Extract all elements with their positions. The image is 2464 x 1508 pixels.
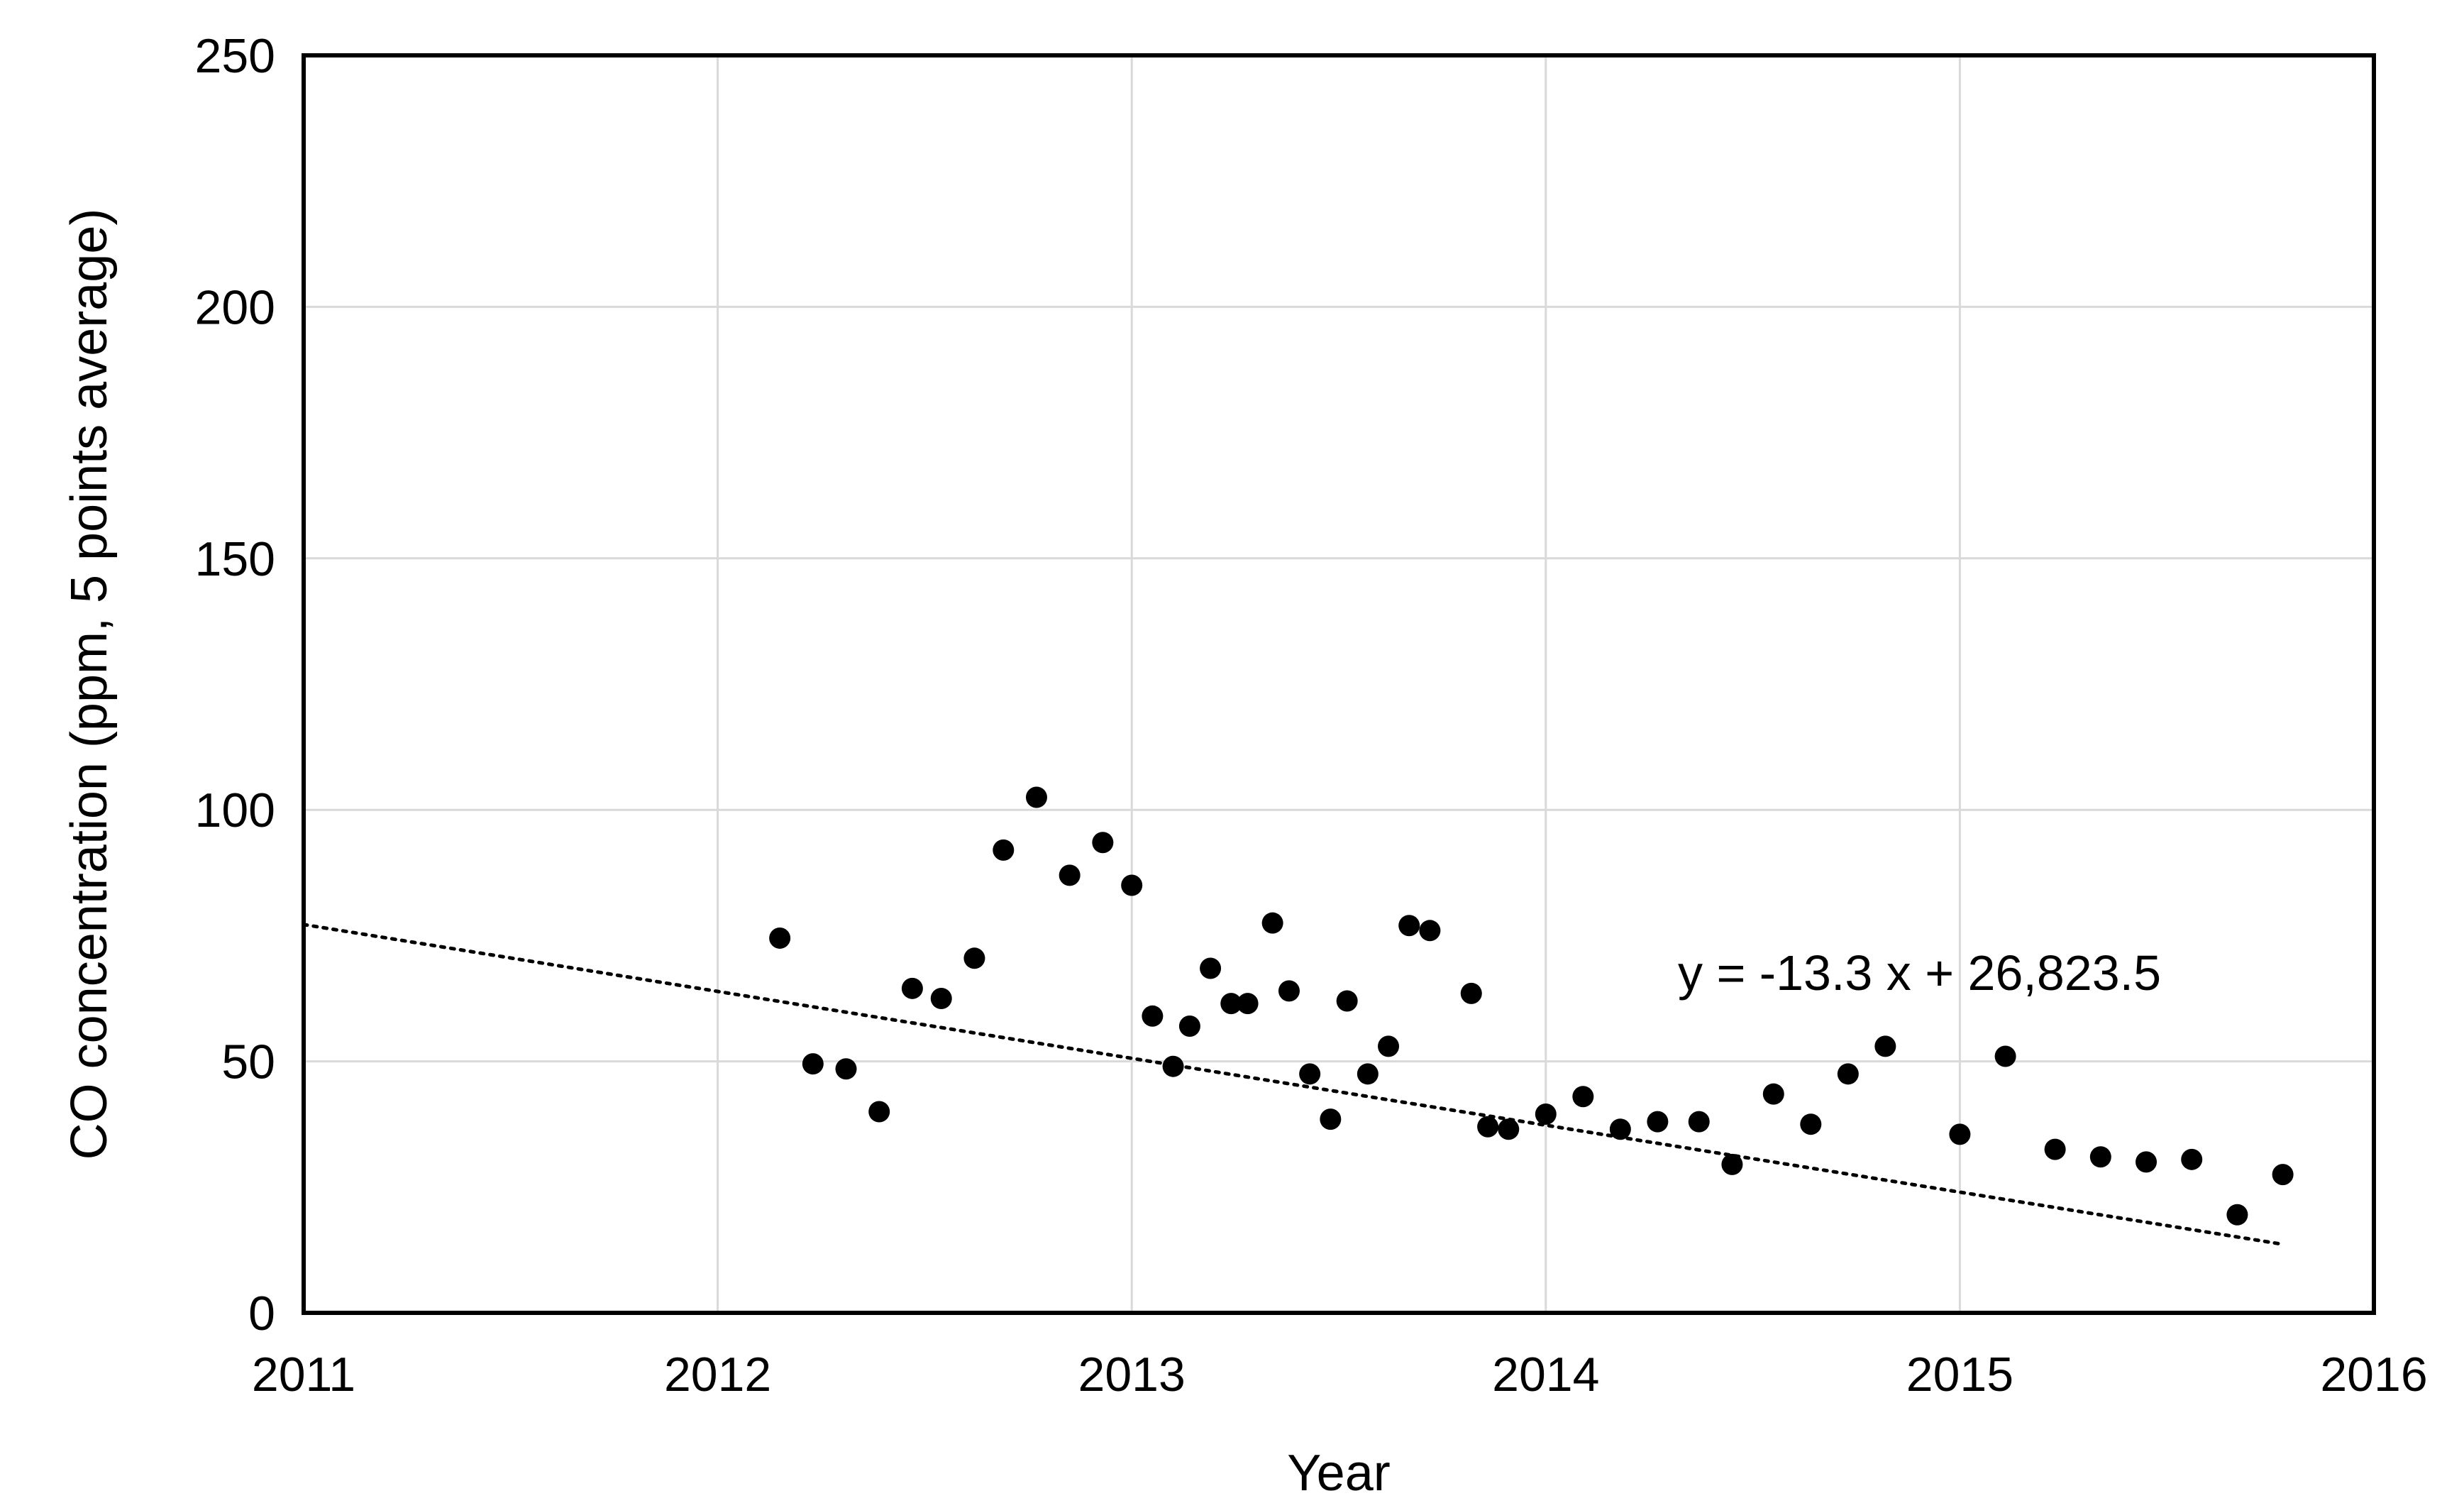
data-point-15 — [1200, 957, 1222, 979]
x-tick-2012: 2012 — [664, 1348, 771, 1402]
data-point-38 — [1837, 1063, 1859, 1085]
trendline-equation-label: y = -13.3 x + 26,823.5 — [1678, 945, 2161, 1001]
data-point-17 — [1237, 993, 1259, 1015]
data-point-22 — [1336, 990, 1358, 1012]
data-point-37 — [1800, 1113, 1822, 1135]
data-point-40 — [1949, 1123, 1971, 1145]
x-axis-title: Year — [1287, 1445, 1390, 1502]
data-point-18 — [1261, 912, 1283, 934]
data-point-13 — [1162, 1055, 1184, 1077]
data-point-21 — [1320, 1108, 1342, 1130]
y-tick-150: 150 — [195, 532, 275, 586]
x-tick-labels: 2011 2012 2013 2014 2015 2016 — [252, 1348, 2428, 1402]
data-point-32 — [1609, 1118, 1631, 1140]
data-point-25 — [1398, 915, 1420, 937]
data-point-35 — [1721, 1153, 1743, 1175]
data-point-7 — [993, 839, 1015, 861]
data-point-27 — [1460, 982, 1482, 1004]
x-tick-2015: 2015 — [1906, 1348, 2013, 1402]
trendline-group — [302, 923, 2285, 1246]
data-point-5 — [930, 988, 952, 1009]
data-point-12 — [1142, 1005, 1164, 1027]
data-point-19 — [1278, 980, 1300, 1002]
data-point-34 — [1688, 1111, 1710, 1133]
data-point-36 — [1762, 1083, 1784, 1105]
y-tick-0: 0 — [248, 1287, 275, 1341]
data-point-2 — [835, 1058, 857, 1080]
plot-frame — [302, 53, 2376, 1315]
y-tick-250: 250 — [195, 29, 275, 83]
data-point-14 — [1178, 1015, 1200, 1037]
y-tick-50: 50 — [221, 1035, 275, 1089]
x-tick-2013: 2013 — [1078, 1348, 1186, 1402]
y-axis-title: CO concentration (ppm, 5 points average) — [61, 209, 118, 1160]
data-point-42 — [2044, 1138, 2066, 1160]
data-point-39 — [1874, 1035, 1896, 1057]
data-point-45 — [2181, 1148, 2203, 1170]
data-point-16 — [1220, 993, 1242, 1015]
data-point-31 — [1572, 1086, 1594, 1108]
data-point-44 — [2136, 1151, 2158, 1173]
data-point-29 — [1498, 1118, 1520, 1140]
y-tick-labels: 0 50 100 150 200 250 — [195, 29, 275, 1341]
data-points — [769, 786, 2294, 1226]
data-point-23 — [1357, 1063, 1379, 1085]
trendline — [302, 923, 2285, 1246]
data-point-9 — [1059, 864, 1081, 886]
data-point-4 — [901, 977, 923, 999]
data-point-41 — [1994, 1045, 2016, 1067]
data-point-3 — [868, 1101, 890, 1123]
y-tick-200: 200 — [195, 280, 275, 334]
data-point-26 — [1419, 920, 1441, 942]
data-point-46 — [2226, 1204, 2248, 1226]
data-point-8 — [1025, 786, 1047, 808]
data-point-47 — [2272, 1164, 2294, 1186]
x-tick-2011: 2011 — [252, 1348, 355, 1402]
data-point-1 — [802, 1053, 824, 1075]
data-point-6 — [963, 947, 985, 969]
data-point-20 — [1299, 1063, 1321, 1085]
x-tick-2016: 2016 — [2320, 1348, 2427, 1402]
data-point-0 — [769, 927, 791, 949]
x-tick-2014: 2014 — [1492, 1348, 1599, 1402]
data-point-10 — [1092, 832, 1114, 854]
data-point-28 — [1477, 1116, 1499, 1138]
data-point-11 — [1121, 874, 1143, 896]
data-point-30 — [1535, 1104, 1557, 1126]
data-point-24 — [1378, 1035, 1400, 1057]
data-point-43 — [2089, 1146, 2111, 1168]
data-point-33 — [1647, 1111, 1669, 1133]
y-tick-100: 100 — [195, 783, 275, 837]
